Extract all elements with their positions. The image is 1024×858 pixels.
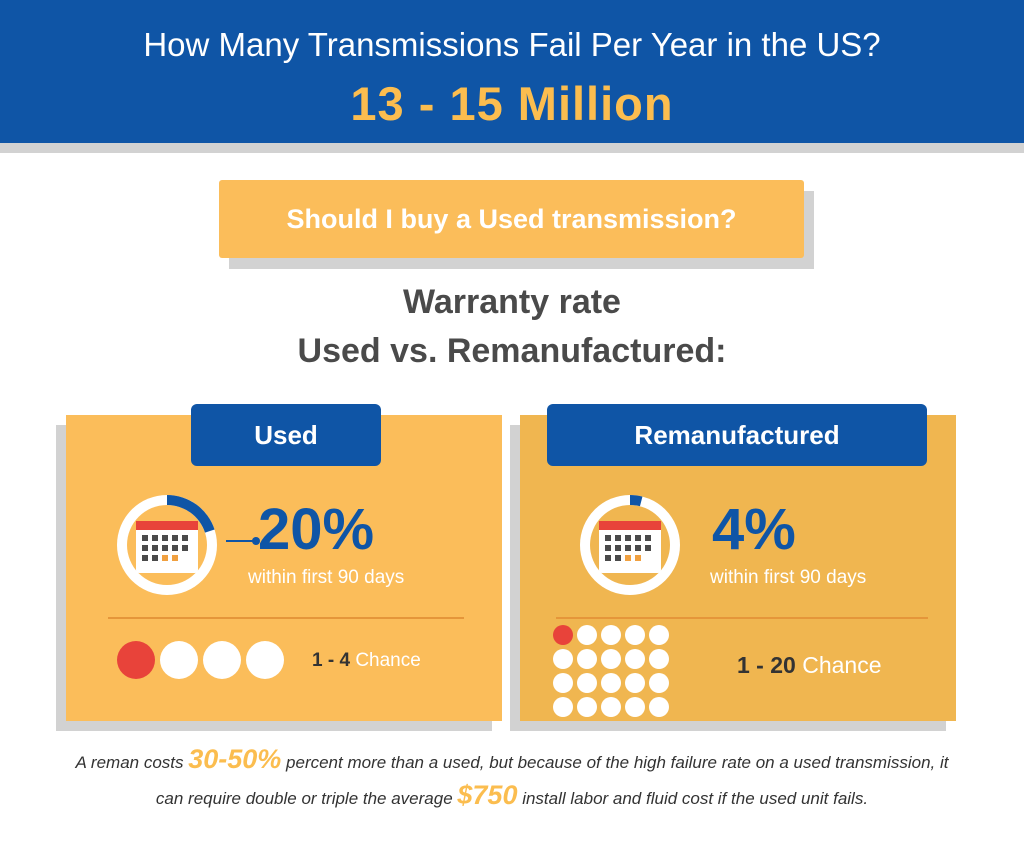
used-percent: 20% (258, 497, 375, 562)
footer-part-3: install labor and fluid cost if the used… (517, 789, 869, 808)
reman-chance-dot (649, 625, 669, 645)
used-chance-dot (160, 641, 198, 679)
used-chance-word: Chance (355, 650, 421, 671)
subtitle-line-2: Used vs. Remanufactured: (297, 332, 727, 370)
calendar-icon (136, 521, 198, 573)
reman-chance-dot (649, 649, 669, 669)
reman-chance-dot (625, 649, 645, 669)
footer-part-1: A reman costs (75, 753, 189, 772)
reman-chance-dot (625, 697, 645, 717)
used-chance-dot (117, 641, 155, 679)
reman-chance-dot (577, 625, 597, 645)
footer-part-2: percent more than a used, but because of… (155, 753, 949, 808)
reman-chance-dot (649, 697, 669, 717)
header-shadow (0, 143, 1024, 153)
footer-note: A reman costs 30-50% percent more than a… (70, 743, 954, 815)
reman-chance-dot (649, 673, 669, 693)
reman-chance-dot (625, 673, 645, 693)
used-within: within first 90 days (248, 567, 405, 588)
header-answer: 13 - 15 Million (350, 77, 674, 130)
used-chance-dot (203, 641, 241, 679)
used-tab: Used (191, 404, 381, 466)
reman-percent: 4% (712, 497, 796, 562)
reman-chance-dot (601, 673, 621, 693)
used-connector (226, 537, 260, 545)
reman-chance-dot (577, 649, 597, 669)
footer-highlight-1: 30-50% (188, 744, 282, 774)
used-chance-number: 1 - 4 (312, 650, 351, 671)
reman-donut-arc (630, 495, 643, 507)
reman-chance-dot (553, 625, 573, 645)
reman-chance-dot (553, 649, 573, 669)
reman-tab: Remanufactured (547, 404, 927, 466)
reman-chance-number: 1 - 20 (737, 652, 796, 678)
reman-chance-dot (601, 697, 621, 717)
reman-chance-dot (577, 697, 597, 717)
used-donut-arc (167, 495, 215, 533)
reman-donut (580, 495, 680, 595)
used-donut (117, 495, 217, 595)
subtitle-line-1: Warranty rate (403, 283, 621, 321)
reman-chance-word: Chance (802, 652, 882, 678)
used-chance: 1 - 4 Chance (312, 650, 421, 672)
header-question: How Many Transmissions Fail Per Year in … (143, 26, 881, 63)
reman-divider (556, 617, 928, 619)
used-divider (108, 617, 464, 619)
reman-within: within first 90 days (710, 567, 867, 588)
calendar-icon (599, 521, 661, 573)
reman-chance-dot (553, 697, 573, 717)
reman-chance-dot (601, 649, 621, 669)
footer-highlight-2: $750 (457, 780, 518, 810)
reman-chance-dot (601, 625, 621, 645)
reman-chance-dot (553, 673, 573, 693)
prompt-box: Should I buy a Used transmission? (219, 180, 804, 258)
reman-chance: 1 - 20 Chance (737, 652, 882, 679)
reman-chance-dot (577, 673, 597, 693)
header-banner: How Many Transmissions Fail Per Year in … (0, 0, 1024, 143)
used-chance-dot (246, 641, 284, 679)
reman-chance-dot (625, 625, 645, 645)
